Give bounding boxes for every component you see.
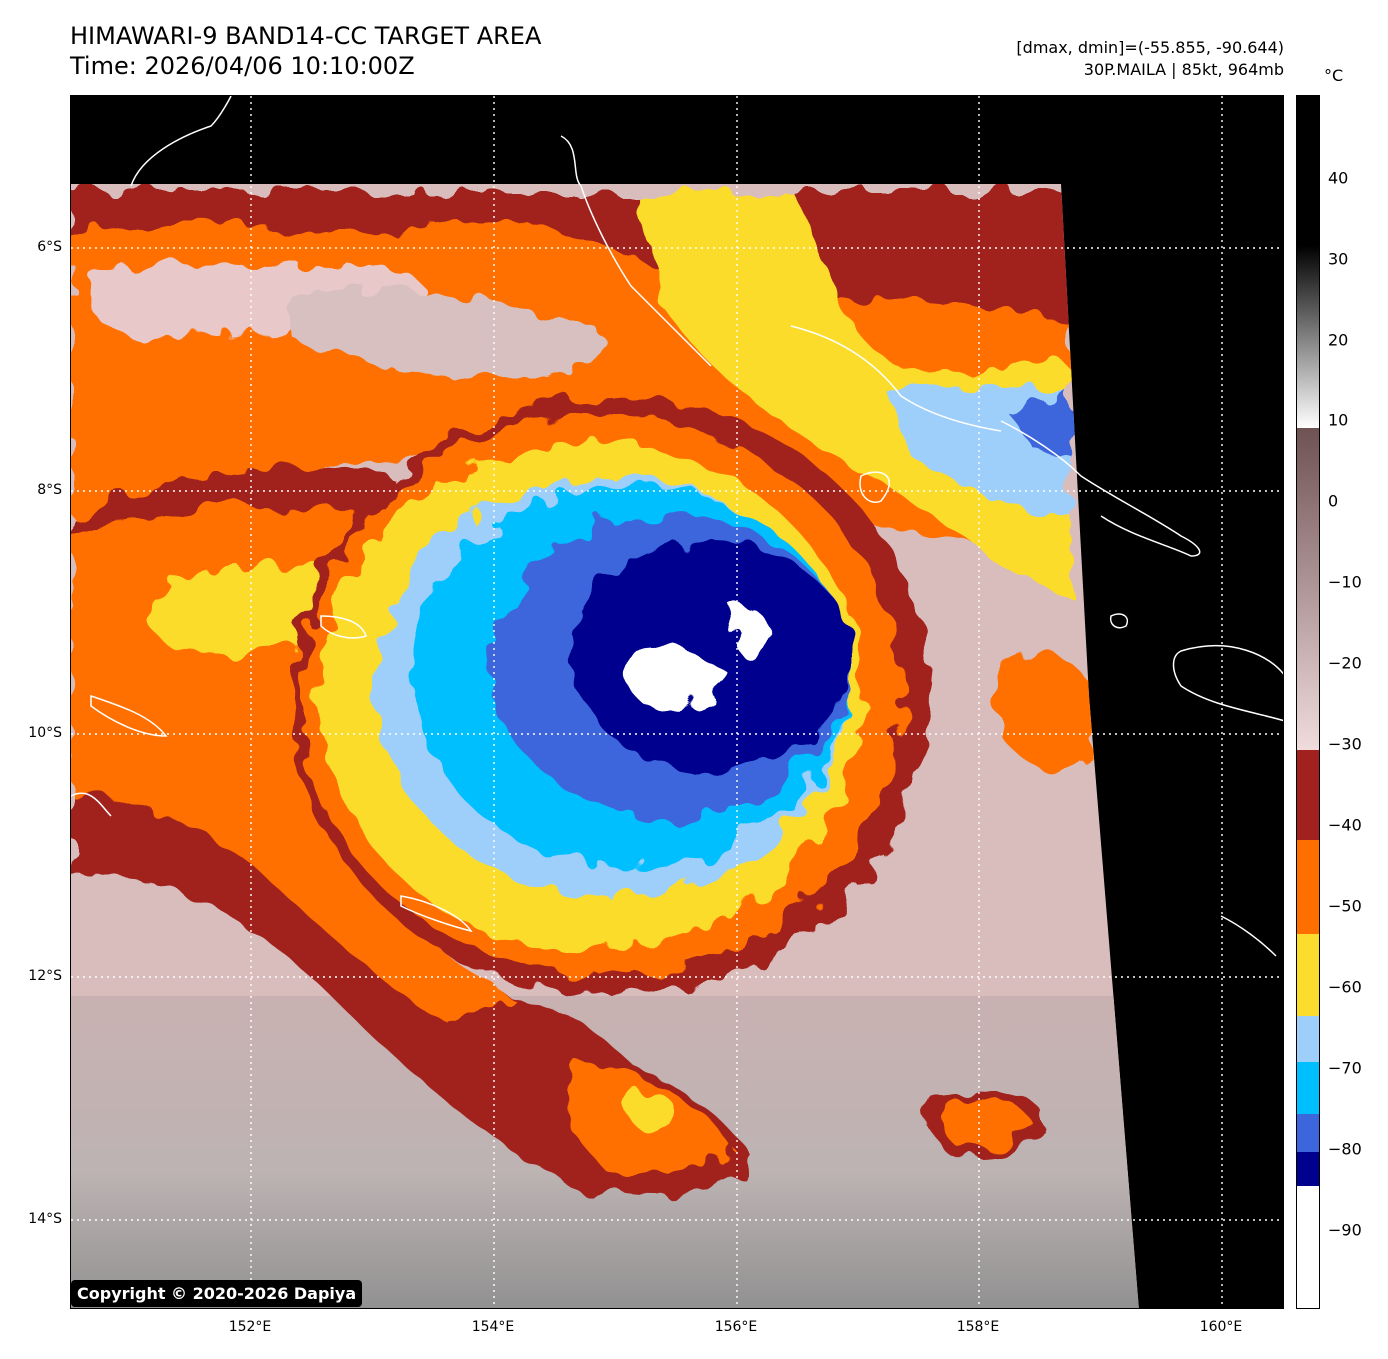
lat-label-6s: 6°S (37, 239, 62, 255)
map-title: HIMAWARI-9 BAND14-CC TARGET AREA (70, 22, 542, 50)
lon-label-160e: 160°E (1199, 1319, 1243, 1335)
colorbar-tick: −90 (1328, 1220, 1362, 1240)
cloud-imagery (71, 184, 1139, 1308)
colorbar-unit: °C (1324, 66, 1344, 85)
map-time: Time: 2026/04/06 10:10:00Z (70, 52, 415, 80)
satellite-map (70, 95, 1284, 1309)
copyright-badge: Copyright © 2020-2026 Dapiya (71, 1280, 363, 1307)
lat-label-12s: 12°S (28, 968, 62, 984)
colorbar-tick: −40 (1328, 815, 1362, 835)
colorbar-tick: 30 (1328, 249, 1349, 269)
lat-label-10s: 10°S (28, 725, 62, 741)
colorbar-tick: −60 (1328, 977, 1362, 997)
colorbar-tick: −10 (1328, 572, 1362, 592)
colorbar-tick: 20 (1328, 330, 1349, 350)
lon-label-156e: 156°E (714, 1319, 758, 1335)
colorbar (1296, 95, 1320, 1309)
lon-label-158e: 158°E (956, 1319, 1000, 1335)
colorbar-tick: 0 (1328, 491, 1339, 511)
storm-info: 30P.MAILA | 85kt, 964mb (1083, 60, 1284, 79)
colorbar-tick: −50 (1328, 896, 1362, 916)
colorbar-tick: −30 (1328, 734, 1362, 754)
colorbar-tick: 10 (1328, 410, 1349, 430)
graticule (71, 96, 1283, 1308)
colorbar-tick: −80 (1328, 1139, 1362, 1159)
dmax-dmin-readout: [dmax, dmin]=(-55.855, -90.644) (1016, 38, 1284, 57)
lon-label-154e: 154°E (471, 1319, 515, 1335)
lat-label-14s: 14°S (28, 1211, 62, 1227)
lon-label-152e: 152°E (228, 1319, 272, 1335)
colorbar-tick: −20 (1328, 653, 1362, 673)
colorbar-tick: −70 (1328, 1058, 1362, 1078)
lat-label-8s: 8°S (37, 482, 62, 498)
colorbar-tick: 40 (1328, 168, 1349, 188)
coastlines (71, 96, 1283, 957)
